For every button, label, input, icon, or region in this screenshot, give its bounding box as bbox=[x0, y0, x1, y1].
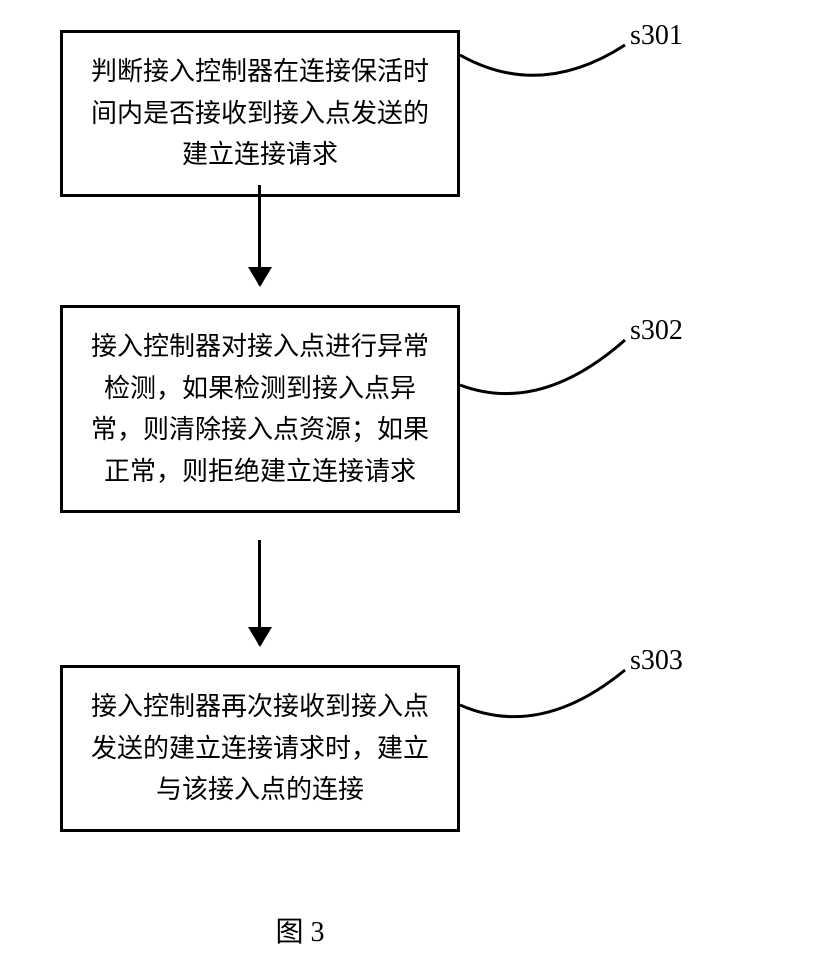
callout-s302 bbox=[460, 320, 630, 420]
flowchart-node-s303: 接入控制器再次接收到接入点发送的建立连接请求时，建立与该接入点的连接 bbox=[60, 665, 460, 832]
arrow-s301-s302 bbox=[258, 185, 261, 285]
callout-s303 bbox=[460, 650, 630, 740]
callout-s301 bbox=[460, 30, 630, 110]
node-label-s301: s301 bbox=[630, 20, 683, 52]
arrow-s302-s303 bbox=[258, 540, 261, 645]
node-text: 接入控制器再次接收到接入点发送的建立连接请求时，建立与该接入点的连接 bbox=[91, 692, 429, 804]
node-label-s303: s303 bbox=[630, 645, 683, 677]
flowchart-node-s302: 接入控制器对接入点进行异常检测，如果检测到接入点异常，则清除接入点资源；如果正常… bbox=[60, 305, 460, 513]
figure-caption: 图 3 bbox=[275, 910, 324, 950]
node-label-s302: s302 bbox=[630, 315, 683, 347]
flowchart-node-s301: 判断接入控制器在连接保活时间内是否接收到接入点发送的建立连接请求 bbox=[60, 30, 460, 197]
node-text: 判断接入控制器在连接保活时间内是否接收到接入点发送的建立连接请求 bbox=[91, 57, 429, 169]
node-text: 接入控制器对接入点进行异常检测，如果检测到接入点异常，则清除接入点资源；如果正常… bbox=[91, 332, 429, 486]
